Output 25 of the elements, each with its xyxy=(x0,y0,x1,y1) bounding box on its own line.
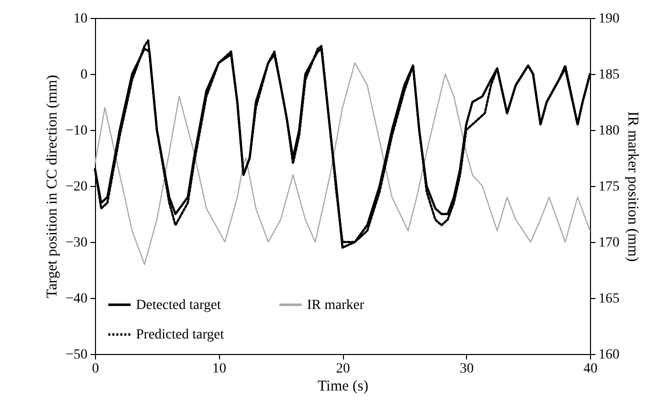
x-tick-label: 20 xyxy=(336,362,350,376)
y2-tick-label: 175 xyxy=(598,180,620,194)
x-tick-label: 0 xyxy=(92,362,99,376)
y2-tick-label: 180 xyxy=(598,124,620,138)
x-tick-label: 40 xyxy=(584,362,598,376)
y-tick-label: −10 xyxy=(66,124,88,138)
y2-tick-label: 170 xyxy=(598,236,620,250)
y-tick-label: 10 xyxy=(74,12,88,26)
y2-tick-label: 190 xyxy=(598,12,620,26)
x-axis-title: Time (s) xyxy=(318,378,368,394)
y2-tick-label: 165 xyxy=(598,292,620,306)
y-tick-label: −50 xyxy=(66,348,88,362)
y-tick-label: −30 xyxy=(66,236,88,250)
legend-label: IR marker xyxy=(307,298,364,313)
y2-tick-label: 185 xyxy=(598,68,620,82)
x-tick-label: 10 xyxy=(212,362,226,376)
y-tick-label: −20 xyxy=(66,180,88,194)
y-tick-label: −40 xyxy=(66,292,88,306)
y2-axis-title: IR marker position (mm) xyxy=(624,111,640,262)
y-axis-title: Target position in CC direction (mm) xyxy=(44,74,61,298)
legend-label: Predicted target xyxy=(136,328,224,342)
x-tick-label: 30 xyxy=(460,362,474,376)
y-tick-label: 0 xyxy=(80,68,88,82)
legend-label: Detected target xyxy=(136,298,221,313)
y2-tick-label: 160 xyxy=(598,348,620,362)
